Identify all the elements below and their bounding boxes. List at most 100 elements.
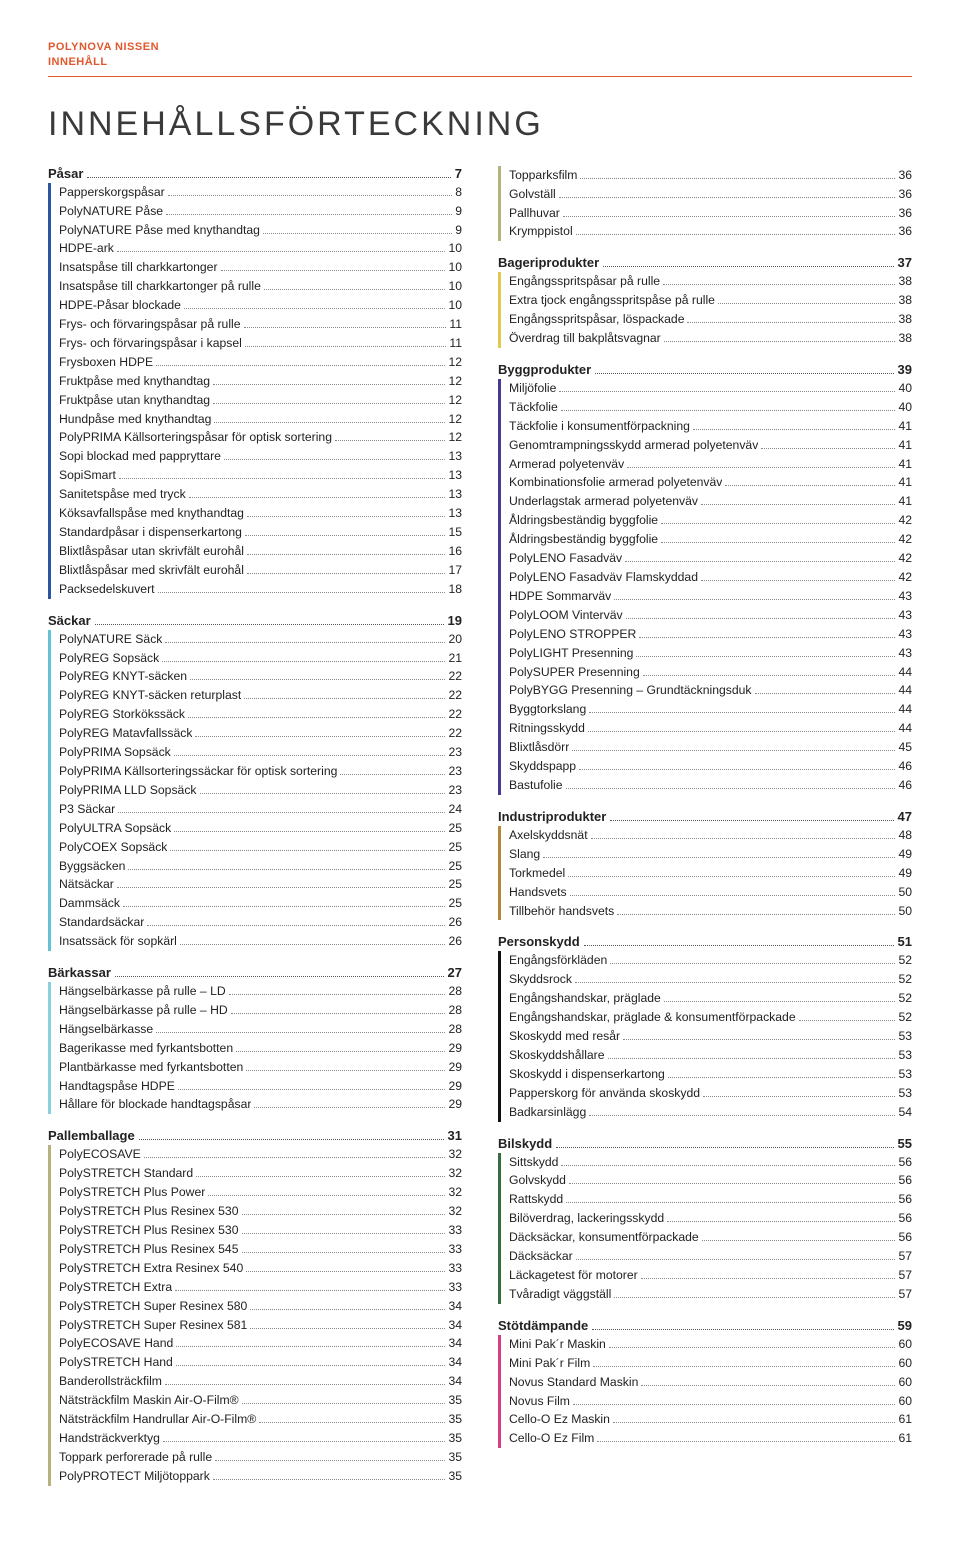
toc-row-page: 42 (898, 568, 912, 587)
toc-section: Stötdämpande59Mini Pak´r Maskin60Mini Pa… (498, 1318, 912, 1448)
leader-dots (213, 1479, 446, 1480)
toc-row-label: Hållare för blockade handtagspåsar (59, 1095, 251, 1114)
leader-dots (668, 1077, 896, 1078)
toc-row: Torkmedel49 (509, 864, 912, 883)
toc-row-page: 25 (448, 838, 462, 857)
toc-section-heading: Påsar7 (48, 166, 462, 181)
toc-row: Plantbärkasse med fyrkantsbotten29 (59, 1058, 462, 1077)
toc-row: PolySTRETCH Standard32 (59, 1164, 462, 1183)
toc-row-page: 53 (898, 1084, 912, 1103)
toc-row: Krymppistol36 (509, 222, 912, 241)
toc-row-page: 17 (448, 561, 462, 580)
toc-row: PolyNATURE Säck20 (59, 630, 462, 649)
toc-row: P3 Säckar24 (59, 800, 462, 819)
toc-row-label: Dammsäck (59, 894, 120, 913)
toc-row-label: Bilöverdrag, lackeringsskydd (509, 1209, 664, 1228)
toc-row-label: Cello-O Ez Maskin (509, 1410, 610, 1429)
toc-row-page: 26 (448, 932, 462, 951)
toc-row: PolyNATURE Påse9 (59, 202, 462, 221)
leader-dots (247, 554, 446, 555)
toc-row-page: 13 (448, 447, 462, 466)
toc-row-label: P3 Säckar (59, 800, 115, 819)
toc-row: Tillbehör handsvets 50 (509, 902, 912, 921)
toc-row-page: 48 (898, 826, 912, 845)
toc-row: Åldringsbeständig byggfolie42 (509, 511, 912, 530)
toc-row: PolySTRETCH Extra Resinex 54033 (59, 1259, 462, 1278)
toc-row-page: 12 (448, 428, 462, 447)
leader-dots (175, 1290, 445, 1291)
toc-section-items: Papperskorgspåsar8PolyNATURE Påse9PolyNA… (48, 183, 462, 599)
toc-row-page: 16 (448, 542, 462, 561)
toc-row: PolyCOEX Sopsäck25 (59, 838, 462, 857)
toc-row-page: 11 (449, 315, 462, 334)
toc-row-page: 42 (898, 511, 912, 530)
toc-row: Papperskorgspåsar8 (59, 183, 462, 202)
leader-dots (128, 869, 445, 870)
leader-dots (190, 679, 445, 680)
toc-row: Extra tjock engångsspritspåse på rulle38 (509, 291, 912, 310)
toc-section-heading: Personskydd51 (498, 934, 912, 949)
toc-row: Cello-O Ez Maskin61 (509, 1410, 912, 1429)
toc-row-page: 29 (448, 1039, 462, 1058)
toc-row-page: 10 (448, 239, 462, 258)
leader-dots (559, 197, 896, 198)
toc-row-page: 32 (448, 1183, 462, 1202)
toc-row: PolySTRETCH Plus Resinex 53033 (59, 1221, 462, 1240)
toc-row-page: 13 (448, 485, 462, 504)
toc-row-page: 46 (898, 757, 912, 776)
toc-row-label: SopiSmart (59, 466, 116, 485)
leader-dots (264, 289, 446, 290)
toc-row-page: 12 (448, 372, 462, 391)
toc-row-label: Armerad polyetenväv (509, 455, 624, 474)
leader-dots (118, 812, 445, 813)
toc-row-label: PolyLENO Fasadväv Flamskyddad (509, 568, 698, 587)
leader-dots (566, 1202, 895, 1203)
leader-dots (147, 925, 445, 926)
leader-dots (664, 1001, 896, 1002)
toc-row-label: Tillbehör handsvets (509, 902, 614, 921)
toc-row-label: Blixtlåspåsar utan skrivfält eurohål (59, 542, 244, 561)
toc-row-label: Däcksäckar, konsumentförpackade (509, 1228, 699, 1247)
toc-row: Engångsförkläden52 (509, 951, 912, 970)
toc-section-items: Topparksfilm36Golvställ36Pallhuvar36Krym… (498, 166, 912, 242)
toc-section-items: Sittskydd56Golvskydd56Rattskydd56Bilöver… (498, 1153, 912, 1304)
leader-dots (163, 1441, 446, 1442)
toc-row-page: 50 (898, 902, 912, 921)
toc-row-label: Engångsspritspåsar på rulle (509, 272, 660, 291)
toc-row-page: 32 (448, 1202, 462, 1221)
toc-section: Säckar19PolyNATURE Säck20PolyREG Sopsäck… (48, 613, 462, 951)
leader-dots (641, 1385, 895, 1386)
toc-section: Påsar7 Papperskorgspåsar8PolyNATURE Påse9… (48, 166, 462, 599)
toc-row-page: 38 (898, 272, 912, 291)
toc-row-label: Hängselbärkasse på rulle – HD (59, 1001, 228, 1020)
toc-row-page: 44 (898, 719, 912, 738)
leader-dots (180, 944, 446, 945)
toc-row-page: 29 (448, 1058, 462, 1077)
toc-row-label: PolyBYGG Presenning – Grundtäckningsduk (509, 681, 752, 700)
toc-row-page: 22 (448, 705, 462, 724)
toc-row-page: 28 (448, 1001, 462, 1020)
toc-row: Skoskydd med resår53 (509, 1027, 912, 1046)
toc-row-page: 60 (898, 1354, 912, 1373)
leader-dots (87, 177, 450, 178)
toc-row-label: Bagerikasse med fyrkantsbotten (59, 1039, 233, 1058)
toc-row: Insatspåse till charkkartonger10 (59, 258, 462, 277)
toc-row: Köksavfallspåse med knythandtag13 (59, 504, 462, 523)
toc-section: Pallemballage31PolyECOSAVE32PolySTRETCH … (48, 1128, 462, 1485)
toc-row: PolyBYGG Presenning – Grundtäckningsduk4… (509, 681, 912, 700)
toc-row: Mini Pak´r Film60 (509, 1354, 912, 1373)
toc-row: PolyLENO Fasadväv Flamskyddad 42 (509, 568, 912, 587)
toc-row-label: Badkarsinlägg (509, 1103, 586, 1122)
leader-dots (174, 755, 446, 756)
toc-row-page: 10 (448, 296, 462, 315)
leader-dots (568, 876, 895, 877)
leader-dots (247, 573, 446, 574)
leader-dots (661, 542, 895, 543)
toc-row: Hållare för blockade handtagspåsar29 (59, 1095, 462, 1114)
toc-heading-label: Industriprodukter (498, 809, 606, 824)
toc-row-page: 20 (448, 630, 462, 649)
leader-dots (593, 1366, 895, 1367)
leader-dots (208, 1195, 445, 1196)
toc-row-page: 40 (898, 398, 912, 417)
toc-section-items: Miljöfolie40Täckfolie40Täckfolie i konsu… (498, 379, 912, 795)
